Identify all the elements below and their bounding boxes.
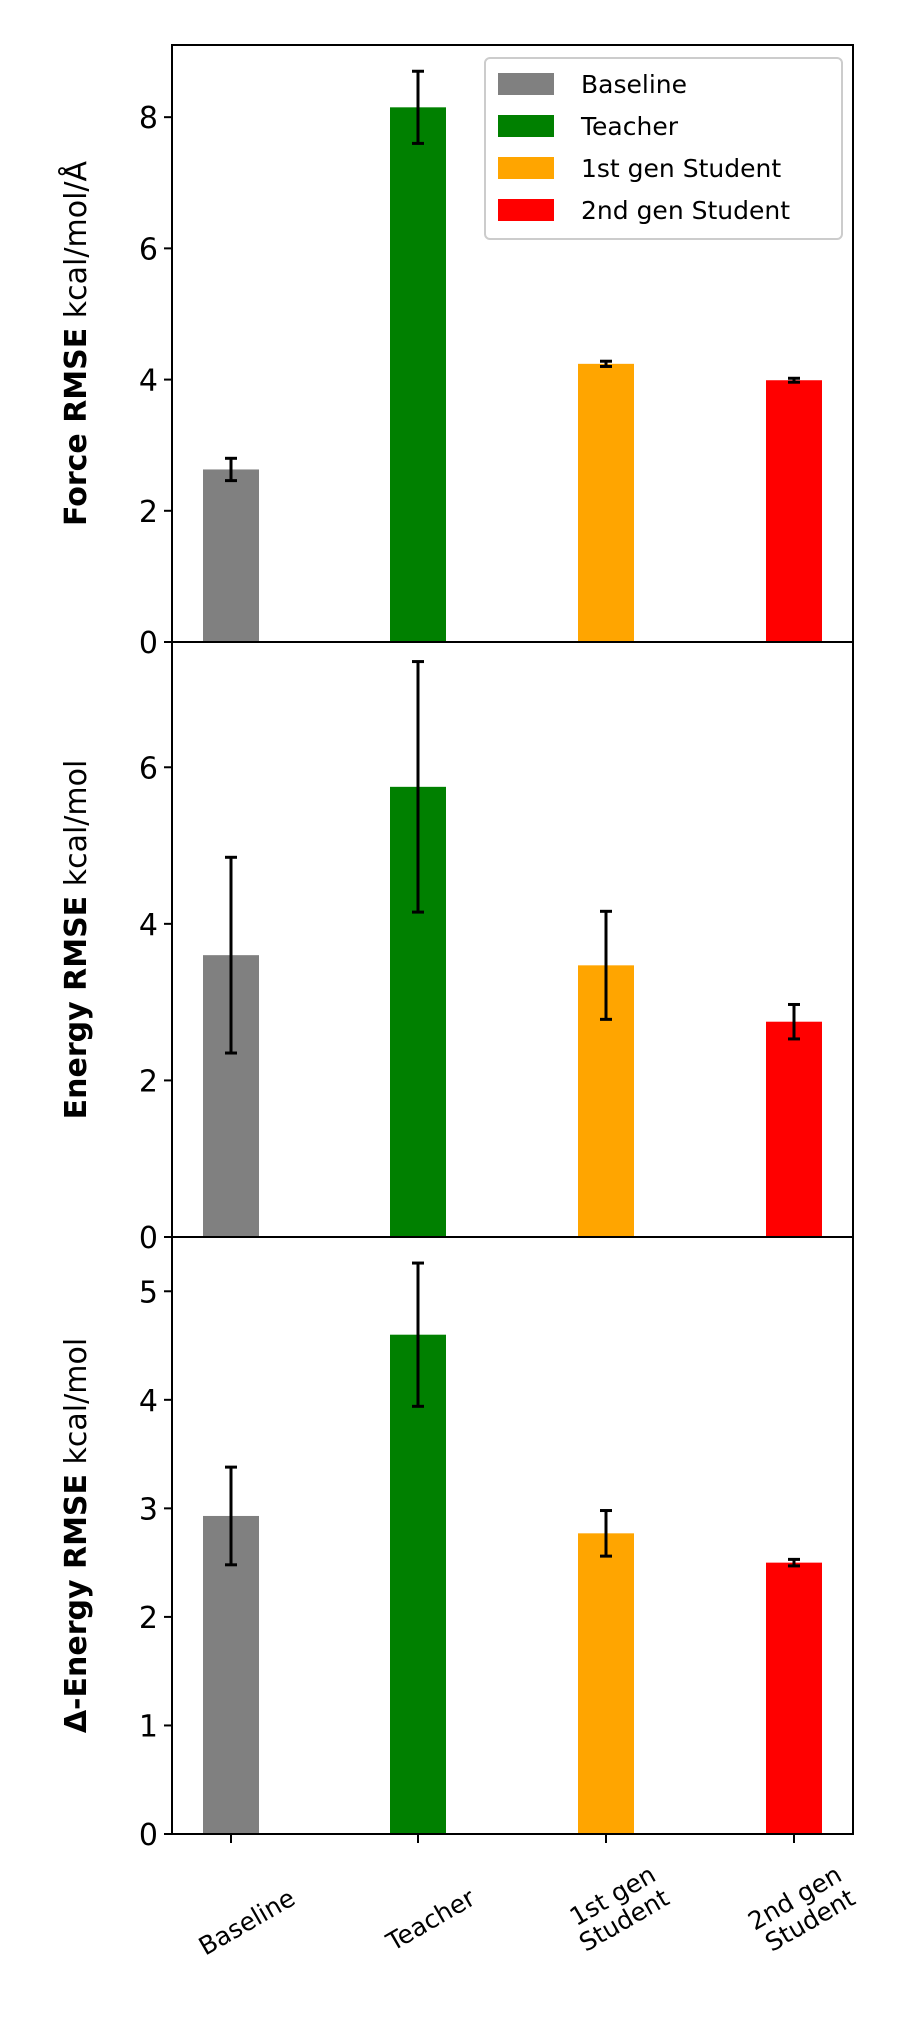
legend-label-3: 1st gen Student (581, 154, 781, 183)
y-axis-label-3: Δ-Energy RMSE kcal/mol (59, 1338, 94, 1733)
x-tick-label-2: Teacher (381, 1883, 481, 1957)
bar-1-3 (578, 363, 634, 642)
bar-1-2 (390, 107, 446, 643)
axes-frame-3 (171, 1236, 854, 1835)
y-tick-label-3: 2 (139, 1601, 158, 1636)
bar-1-1 (203, 469, 259, 642)
error-bar-3-2 (412, 1261, 424, 1408)
y-tick-label-3: 0 (139, 1818, 158, 1853)
legend-label-4: 2nd gen Student (581, 196, 790, 225)
legend-label-2: Teacher (580, 112, 679, 141)
y-axis-label-1: Force RMSE kcal/mol/Å (58, 160, 94, 526)
bar-3-3 (578, 1533, 634, 1834)
legend-swatch-3 (498, 157, 554, 179)
x-tick-label-1: Baseline (194, 1883, 300, 1961)
y-tick-label-2: 2 (139, 1064, 158, 1099)
y-tick-label-1: 0 (139, 626, 158, 661)
y-tick-label-1: 6 (139, 232, 158, 267)
error-bar-1-4 (788, 376, 800, 384)
legend: Baseline Teacher 1st gen Student 2nd gen St… (484, 57, 843, 240)
y-tick-label-2: 4 (139, 908, 158, 943)
y-tick-label-3: 3 (139, 1492, 158, 1527)
error-bar-1-3 (600, 359, 612, 368)
bar-3-4 (766, 1562, 822, 1834)
error-bar-3-4 (788, 1557, 800, 1568)
error-bar-2-3 (600, 909, 612, 1021)
y-tick-label-1: 4 (139, 364, 158, 399)
x-tick-label-3: 1st genStudent (561, 1860, 674, 1958)
error-bar-2-1 (225, 855, 237, 1055)
x-tick-label-4: 2nd genStudent (743, 1860, 860, 1960)
y-tick-label-3: 4 (139, 1384, 158, 1419)
panel-1: 0 2 4 6 8 Force RMSE kcal/mol/Å (58, 44, 854, 661)
legend-swatch-2 (498, 115, 554, 137)
bar-2-4 (766, 1021, 822, 1237)
bar-1-4 (766, 380, 822, 642)
y-tick-label-1: 8 (139, 101, 158, 136)
bar-3-1 (203, 1515, 259, 1834)
error-bar-2-4 (788, 1002, 800, 1041)
error-bar-3-1 (225, 1465, 237, 1567)
y-tick-label-3: 1 (139, 1709, 158, 1744)
legend-swatch-4 (498, 199, 554, 221)
legend-label-1: Baseline (581, 70, 687, 99)
bar-3-2 (390, 1334, 446, 1834)
legend-swatch-1 (498, 73, 554, 95)
error-bar-1-2 (412, 69, 424, 145)
error-bar-1-1 (225, 456, 237, 483)
panel-3: 0 1 2 3 4 5 Δ-Energy RMSE kcal/mol (59, 1236, 854, 1853)
y-tick-label-3: 5 (139, 1275, 158, 1310)
panel-2: 0 2 4 6 Energy RMSE kcal/mol (59, 641, 854, 1256)
y-tick-label-1: 2 (139, 495, 158, 530)
y-tick-label-2: 0 (139, 1221, 158, 1256)
y-tick-label-2: 6 (139, 751, 158, 786)
legend-box (484, 57, 843, 240)
error-bar-2-2 (412, 660, 424, 914)
axes-frame-2 (171, 641, 854, 1238)
y-axis-label-2: Energy RMSE kcal/mol (59, 760, 94, 1120)
error-bar-3-3 (600, 1509, 612, 1558)
